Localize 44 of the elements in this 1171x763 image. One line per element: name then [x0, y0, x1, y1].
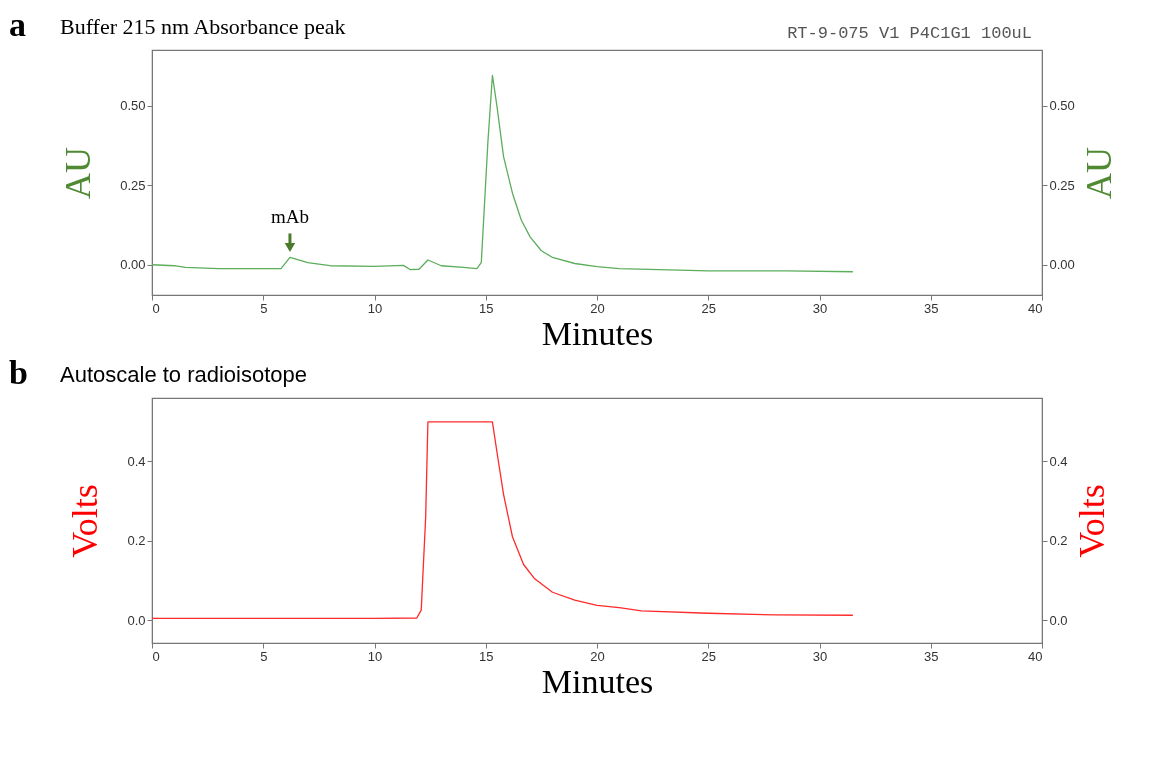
x-tick-label: 35: [924, 300, 939, 316]
y-tick-label: 0.25: [120, 177, 146, 193]
y-tick-label: 0.50: [120, 98, 146, 114]
y-axis-title: Volts: [65, 484, 106, 558]
x-tick-label: 35: [924, 648, 939, 664]
text: a: [9, 6, 26, 43]
x-tick-label: 15: [479, 648, 494, 664]
x-tick-label: 40: [1028, 648, 1043, 664]
x-tick-label: 25: [701, 648, 716, 664]
x-axis-title: Minutes: [541, 662, 654, 700]
y2-tick-label: 0.50: [1049, 98, 1075, 114]
y-axis-title: AU: [58, 147, 99, 199]
x-tick-label: 10: [367, 648, 383, 664]
x-axis-title: Minutes: [541, 314, 654, 352]
x-tick-label: 15: [479, 300, 494, 316]
x-tick-label: 5: [260, 648, 268, 664]
x-tick-label: 0: [152, 300, 160, 316]
line-series: [151, 421, 854, 620]
text: RT-9-075 V1 P4C1G1 100uL: [787, 24, 1032, 43]
x-tick-label: 0: [152, 648, 160, 664]
line-series: [151, 74, 854, 273]
y2-axis-title: AU: [1078, 147, 1119, 199]
x-tick-label: 20: [590, 648, 605, 664]
y2-tick-label: 0.0: [1049, 612, 1068, 628]
x-tick-label: 5: [260, 300, 268, 316]
x-tick-label: 10: [367, 300, 383, 316]
y2-tick-label: 0.00: [1049, 257, 1075, 273]
x-tick-label: 20: [590, 300, 605, 316]
y2-tick-label: 0.4: [1049, 453, 1068, 469]
x-tick-label: 30: [812, 300, 828, 316]
y-tick-label: 0.0: [127, 612, 146, 628]
x-tick-label: 25: [701, 300, 716, 316]
y-tick-label: 0.2: [127, 533, 146, 549]
y2-tick-label: 0.25: [1049, 177, 1075, 193]
chart-title: Autoscale to radioisotope: [60, 362, 308, 387]
chart-title: Buffer 215 nm Absorbance peak: [60, 14, 346, 39]
y2-axis-title: Volts: [1071, 484, 1112, 558]
text: b: [9, 354, 28, 391]
annotation: mAb: [270, 206, 309, 228]
y-tick-label: 0.4: [127, 453, 146, 469]
y-tick-label: 0.00: [120, 257, 146, 273]
x-tick-label: 40: [1028, 300, 1043, 316]
y2-tick-label: 0.2: [1049, 533, 1068, 549]
x-tick-label: 30: [812, 648, 828, 664]
